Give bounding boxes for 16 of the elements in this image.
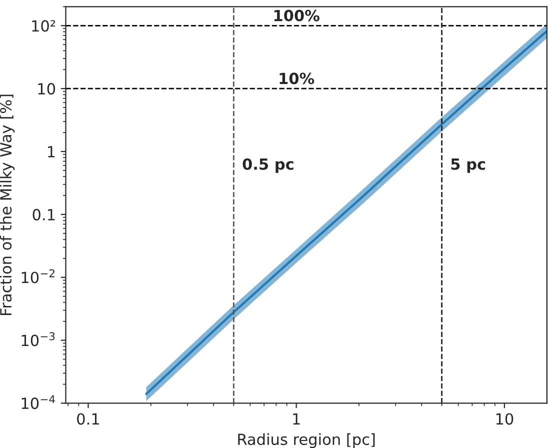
y-tick-label: 10$^{−3}$ bbox=[22, 332, 55, 346]
y-tick-label: 10 bbox=[38, 83, 56, 95]
y-axis-title: Fraction of the Milky Way [%] bbox=[0, 94, 15, 315]
x-tick-label: 10 bbox=[496, 413, 514, 425]
x-axis-title: Radius region [pc] bbox=[238, 433, 375, 448]
y-tick-label: 1 bbox=[48, 146, 55, 158]
y-tick-label: 10$^{−4}$ bbox=[22, 395, 55, 410]
x-tick-label: 0.1 bbox=[77, 413, 99, 425]
y-tick-label: 10$^{−2}$ bbox=[22, 269, 54, 284]
ref-line-label: 10% bbox=[280, 72, 314, 84]
ref-line-label: 5 pc bbox=[451, 158, 486, 173]
y-tick-label: 10² bbox=[32, 20, 56, 32]
ref-line-label: 0.5 pc bbox=[242, 158, 294, 173]
ref-line-label: 100% bbox=[274, 10, 320, 22]
x-tick-label: 1 bbox=[293, 413, 300, 425]
y-tick-label: 0.1 bbox=[32, 208, 55, 220]
